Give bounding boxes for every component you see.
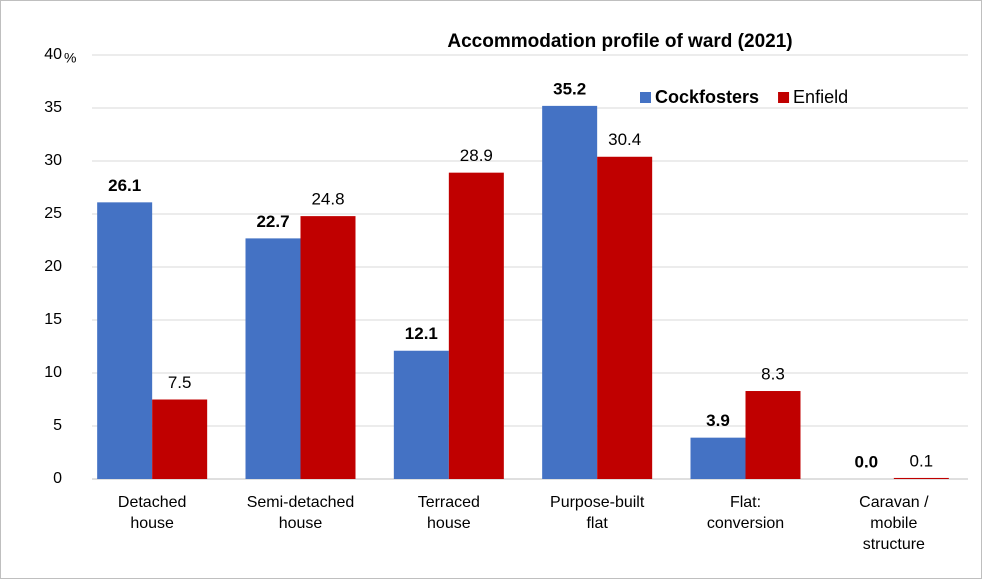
x-tick-label: Purpose-built — [550, 494, 645, 511]
y-tick-label: 10 — [44, 364, 62, 381]
y-tick-label: 35 — [44, 99, 62, 116]
x-tick-label: Caravan / — [859, 494, 929, 511]
x-tick-label: Terraced — [418, 494, 480, 511]
value-label: 24.8 — [311, 190, 344, 209]
bar — [152, 399, 208, 479]
value-label: 8.3 — [761, 365, 785, 384]
bar — [448, 172, 504, 479]
bar — [300, 216, 356, 479]
x-tick-label: Semi-detached — [247, 494, 355, 511]
x-tick-label: house — [130, 515, 174, 532]
bar — [97, 202, 153, 479]
chart-title: Accommodation profile of ward (2021) — [447, 31, 792, 52]
value-label: 28.9 — [460, 146, 493, 165]
y-tick-label: 5 — [53, 417, 62, 434]
legend-label: Enfield — [793, 87, 848, 107]
value-label: 35.2 — [553, 79, 586, 98]
y-tick-label: 15 — [44, 311, 62, 328]
bar — [542, 105, 598, 479]
legend-swatch — [778, 92, 790, 103]
x-tick-label: structure — [863, 536, 925, 553]
value-label: 0.1 — [910, 451, 934, 470]
legend-label: Cockfosters — [655, 87, 759, 107]
value-label: 30.4 — [608, 130, 641, 149]
value-label: 12.1 — [405, 324, 438, 343]
x-tick-label: Detached — [118, 494, 187, 511]
value-label: 26.1 — [108, 176, 141, 195]
bar — [597, 156, 653, 479]
legend-swatch — [640, 92, 651, 103]
bar — [745, 391, 801, 479]
y-tick-label: 30 — [44, 152, 62, 169]
value-label: 3.9 — [706, 411, 730, 430]
x-tick-label: conversion — [707, 515, 784, 532]
x-tick-label: mobile — [870, 515, 917, 532]
x-tick-label: house — [427, 515, 471, 532]
x-tick-label: Flat: — [730, 494, 761, 511]
y-unit: % — [64, 50, 76, 66]
x-tick-label: flat — [586, 515, 608, 532]
y-tick-label: 25 — [44, 205, 62, 222]
x-tick-label: house — [279, 515, 323, 532]
bar — [245, 238, 301, 479]
bar — [393, 350, 449, 479]
value-label: 22.7 — [256, 212, 289, 231]
y-tick-label: 40 — [44, 46, 62, 63]
value-label: 7.5 — [168, 373, 192, 392]
value-label: 0.0 — [855, 452, 879, 471]
bar — [690, 437, 746, 479]
y-tick-label: 20 — [44, 258, 62, 275]
y-tick-label: 0 — [53, 470, 62, 487]
bar — [893, 477, 949, 479]
